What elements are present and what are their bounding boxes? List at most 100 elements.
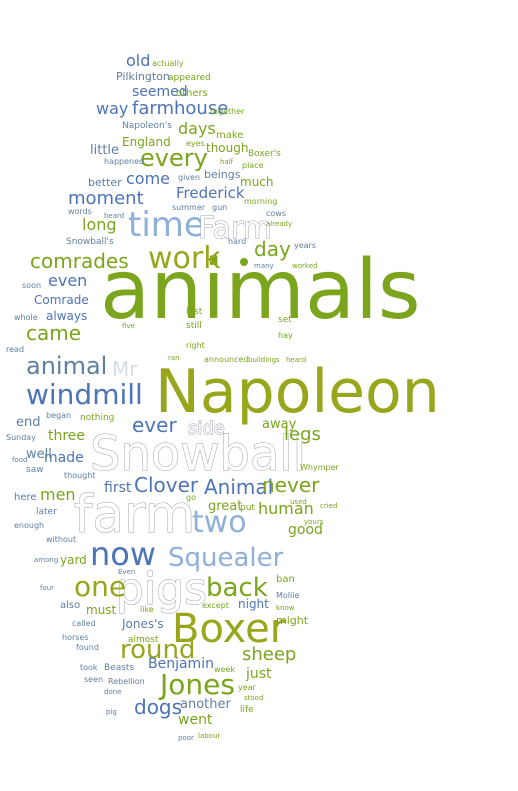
word-windmill: windmill bbox=[26, 378, 143, 411]
word-comrade: Comrade bbox=[34, 293, 89, 307]
word-ban: ban bbox=[276, 574, 295, 585]
word-even: even bbox=[48, 271, 87, 290]
word-back: back bbox=[206, 573, 268, 603]
word-end: end bbox=[16, 415, 41, 430]
word-enough: enough bbox=[14, 521, 44, 530]
word-years: years bbox=[294, 241, 316, 250]
word-days: days bbox=[178, 119, 216, 138]
word-hard: hard bbox=[228, 237, 246, 246]
word-announced: announced bbox=[204, 355, 248, 364]
word-pigs: pigs bbox=[116, 564, 207, 615]
word-nothing: nothing bbox=[80, 413, 114, 423]
word-took: took bbox=[80, 663, 98, 672]
word-put: put bbox=[240, 503, 255, 513]
word-poor: poor bbox=[178, 734, 194, 742]
word-already: already bbox=[266, 220, 292, 228]
word-found: found bbox=[76, 643, 99, 652]
word-one: one bbox=[74, 570, 126, 603]
word-beings: beings bbox=[204, 168, 241, 181]
word-squealer: Squealer bbox=[168, 543, 284, 573]
word-yard: yard bbox=[60, 553, 87, 567]
word-week: week bbox=[214, 665, 235, 674]
word-called: called bbox=[72, 619, 96, 628]
word-animal: animal bbox=[26, 352, 107, 380]
word-go: go bbox=[186, 493, 196, 502]
word-know: know bbox=[276, 604, 295, 612]
word-read: read bbox=[6, 345, 24, 354]
word-boxers: Boxer's bbox=[248, 149, 281, 159]
word-food: food bbox=[12, 456, 27, 464]
word-little: little bbox=[90, 143, 119, 158]
word-came: came bbox=[26, 321, 81, 345]
word-moment: moment bbox=[68, 188, 144, 209]
word-appeared: appeared bbox=[168, 73, 211, 83]
word-cried: cried bbox=[320, 502, 337, 510]
word-legs: legs bbox=[284, 424, 321, 445]
word-used: used bbox=[290, 498, 307, 506]
word-year: year bbox=[238, 683, 257, 692]
word-mollie: Mollie bbox=[276, 591, 299, 600]
word-done: done bbox=[104, 688, 121, 696]
word-right: right bbox=[186, 341, 205, 350]
word-half: half bbox=[220, 158, 234, 166]
word-heard-2: heard bbox=[286, 356, 306, 364]
word-sheep: sheep bbox=[242, 644, 296, 665]
word-ever: ever bbox=[132, 413, 177, 437]
word-farm: farm bbox=[74, 485, 195, 545]
word-come: come bbox=[126, 169, 170, 188]
word-day: day bbox=[254, 237, 291, 261]
word-summer: summer bbox=[172, 203, 206, 212]
word-jones: Jones bbox=[158, 668, 235, 701]
word-buildings: buildings bbox=[248, 356, 280, 364]
word-old: old bbox=[126, 51, 150, 70]
word-yours: yours bbox=[304, 518, 324, 526]
word-saw: saw bbox=[26, 465, 44, 475]
word-without: without bbox=[46, 535, 76, 544]
word-animals: animals bbox=[100, 243, 421, 338]
word-time: time bbox=[128, 205, 205, 245]
word-horses: horses bbox=[62, 633, 89, 642]
word-stood: stood bbox=[244, 694, 263, 702]
word-happened: happened bbox=[104, 157, 144, 166]
word-human: human bbox=[258, 499, 314, 518]
word-others: others bbox=[176, 88, 208, 99]
word-night: night bbox=[238, 597, 269, 611]
word-men: men bbox=[40, 485, 76, 504]
word-place: place bbox=[242, 161, 264, 170]
word-frederick: Frederick bbox=[176, 184, 245, 202]
word-still: still bbox=[186, 321, 202, 331]
word-two: two bbox=[192, 505, 247, 540]
word-farm-cap: Farm bbox=[198, 211, 272, 246]
word-given: given bbox=[178, 173, 200, 182]
word-napoleon: Napoleon bbox=[155, 357, 440, 427]
word-many: many bbox=[254, 262, 274, 270]
word-mr: Mr bbox=[112, 357, 138, 381]
word-always: always bbox=[46, 309, 87, 323]
word-like: like bbox=[140, 605, 154, 614]
word-thought: thought bbox=[64, 471, 95, 480]
word-made: made bbox=[44, 450, 84, 466]
word-long: long bbox=[82, 215, 117, 234]
word-snowball: Snowball bbox=[90, 426, 306, 482]
word-beasts: Beasts bbox=[104, 663, 134, 673]
word-almost: almost bbox=[128, 635, 159, 645]
word-benjamin: Benjamin bbox=[148, 656, 214, 672]
word-three: three bbox=[48, 428, 85, 444]
word-later: later bbox=[36, 507, 57, 517]
word-hay: hay bbox=[278, 331, 293, 340]
word-sunday: Sunday bbox=[6, 433, 36, 442]
word-good: good bbox=[288, 522, 323, 538]
word-farmhouse: farmhouse bbox=[132, 98, 228, 119]
word-here: here bbox=[14, 492, 37, 503]
word-rebellion: Rebellion bbox=[108, 677, 145, 686]
word-every: every bbox=[140, 144, 208, 172]
word-jones-s: Jones's bbox=[121, 617, 164, 631]
word-another: another bbox=[180, 697, 231, 712]
word-whymper: Whymper bbox=[300, 463, 340, 472]
word-england: England bbox=[122, 135, 171, 149]
word-heard: heard bbox=[104, 212, 124, 220]
word-seen: seen bbox=[84, 675, 103, 684]
word-side: side bbox=[188, 418, 225, 439]
word-way: way bbox=[96, 99, 128, 118]
word-soon: soon bbox=[22, 281, 41, 290]
